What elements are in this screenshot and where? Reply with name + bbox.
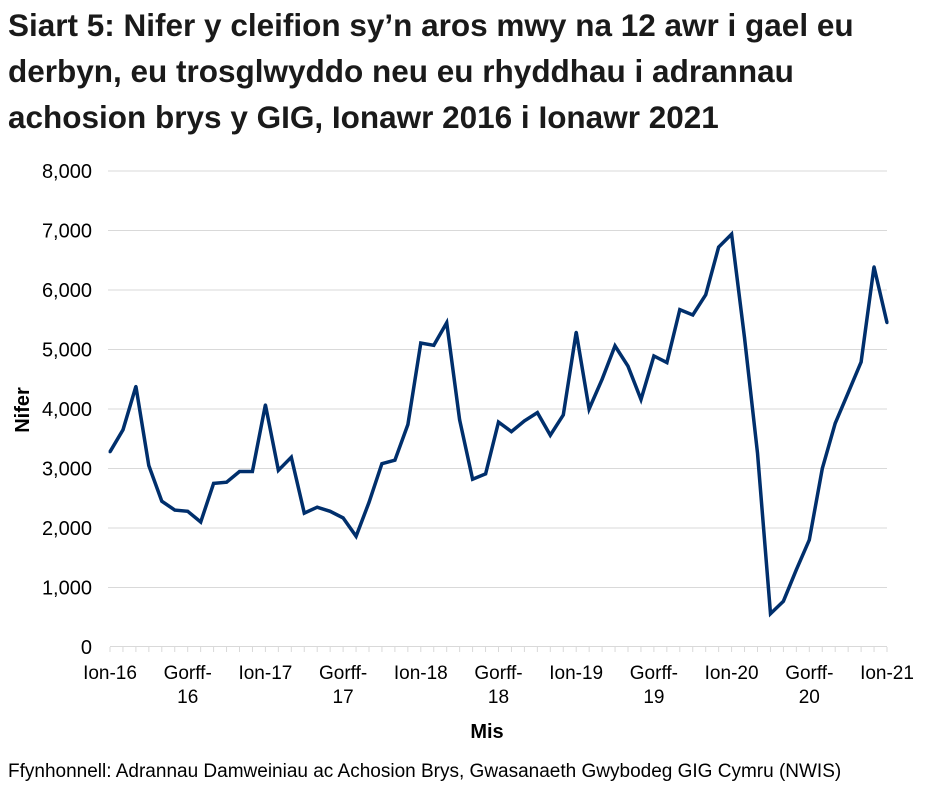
data-point bbox=[380, 462, 384, 466]
data-point bbox=[484, 472, 488, 476]
data-point bbox=[354, 534, 358, 538]
data-point bbox=[859, 360, 863, 364]
y-tick-label: 7,000 bbox=[42, 221, 92, 243]
data-point bbox=[743, 336, 747, 340]
data-point bbox=[522, 419, 526, 423]
data-point bbox=[678, 308, 682, 312]
data-point bbox=[561, 413, 565, 417]
x-tick-label: Gorff- bbox=[164, 663, 212, 684]
y-tick-label: 5,000 bbox=[42, 340, 92, 362]
y-tick-label: 8,000 bbox=[42, 161, 92, 183]
y-tick-label: 2,000 bbox=[42, 518, 92, 540]
x-tick-label: Ion-19 bbox=[549, 663, 603, 684]
data-point bbox=[199, 520, 203, 524]
y-tick-label: 1,000 bbox=[42, 578, 92, 600]
data-point bbox=[717, 245, 721, 249]
data-point bbox=[289, 455, 293, 459]
data-point bbox=[315, 505, 319, 509]
data-point bbox=[535, 411, 539, 415]
data-point bbox=[238, 469, 241, 473]
x-tick-label: 20 bbox=[799, 687, 820, 708]
data-point bbox=[704, 293, 708, 297]
data-point bbox=[652, 354, 656, 358]
data-point bbox=[794, 568, 798, 572]
data-point bbox=[548, 433, 552, 437]
data-point bbox=[186, 509, 190, 513]
data-point bbox=[121, 428, 125, 432]
data-point bbox=[587, 407, 591, 411]
data-point bbox=[302, 511, 306, 515]
data-point bbox=[509, 430, 513, 434]
x-tick-label: 19 bbox=[643, 687, 664, 708]
data-point bbox=[756, 451, 759, 455]
x-tick-label: Gorff- bbox=[785, 663, 833, 684]
data-point bbox=[419, 341, 423, 345]
data-point bbox=[276, 468, 280, 472]
y-tick-label: 0 bbox=[81, 637, 92, 659]
x-tick-label: Ion-17 bbox=[238, 663, 292, 684]
data-point bbox=[445, 321, 449, 325]
data-point bbox=[173, 508, 177, 512]
x-tick-label: Ion-16 bbox=[83, 663, 137, 684]
data-point bbox=[147, 464, 151, 468]
data-point bbox=[328, 509, 332, 513]
data-point bbox=[393, 458, 397, 462]
x-tick-label: Gorff- bbox=[319, 663, 367, 684]
data-point bbox=[820, 467, 824, 470]
data-point bbox=[341, 516, 345, 520]
data-point bbox=[846, 391, 850, 395]
x-tick-label: Ion-18 bbox=[394, 663, 448, 684]
x-axis-title: Mis bbox=[470, 721, 503, 743]
x-tick-label: Gorff- bbox=[630, 663, 678, 684]
y-tick-label: 6,000 bbox=[42, 280, 92, 302]
data-point bbox=[730, 232, 734, 236]
data-point bbox=[212, 481, 216, 485]
data-point bbox=[768, 612, 772, 616]
x-tick-label: Ion-21 bbox=[860, 663, 914, 684]
data-point bbox=[160, 499, 164, 503]
data-point bbox=[367, 500, 371, 504]
data-point bbox=[432, 343, 436, 347]
x-tick-label: 17 bbox=[333, 687, 354, 708]
data-point bbox=[250, 469, 254, 473]
data-point bbox=[781, 599, 785, 603]
y-tick-label: 4,000 bbox=[42, 399, 92, 421]
series-line bbox=[108, 230, 889, 618]
data-point bbox=[406, 422, 410, 426]
y-tick-label: 3,000 bbox=[42, 459, 92, 481]
data-point bbox=[134, 384, 138, 388]
data-point bbox=[833, 421, 837, 425]
x-tick-label: 16 bbox=[177, 687, 198, 708]
data-point bbox=[691, 313, 695, 317]
data-point bbox=[225, 480, 229, 484]
data-point bbox=[600, 377, 604, 381]
data-point bbox=[807, 538, 811, 542]
data-point bbox=[665, 361, 669, 365]
x-tick-label: Gorff- bbox=[474, 663, 522, 684]
data-point bbox=[872, 265, 876, 269]
data-point bbox=[458, 418, 462, 422]
data-point bbox=[613, 344, 617, 348]
data-point bbox=[471, 477, 475, 481]
data-point bbox=[497, 420, 500, 424]
data-point bbox=[639, 397, 643, 401]
chart-title: Siart 5: Nifer y cleifion sy’n aros mwy … bbox=[8, 7, 854, 135]
data-point bbox=[263, 403, 267, 407]
x-tick-label: 18 bbox=[488, 687, 509, 708]
data-point bbox=[574, 330, 578, 334]
x-tick-label: Ion-20 bbox=[705, 663, 759, 684]
data-point bbox=[626, 364, 630, 368]
data-point bbox=[885, 321, 889, 325]
data-point bbox=[108, 450, 112, 454]
y-axis-title: Nifer bbox=[12, 387, 34, 433]
source-note: Ffynhonnell: Adrannau Damweiniau ac Acho… bbox=[8, 761, 842, 782]
